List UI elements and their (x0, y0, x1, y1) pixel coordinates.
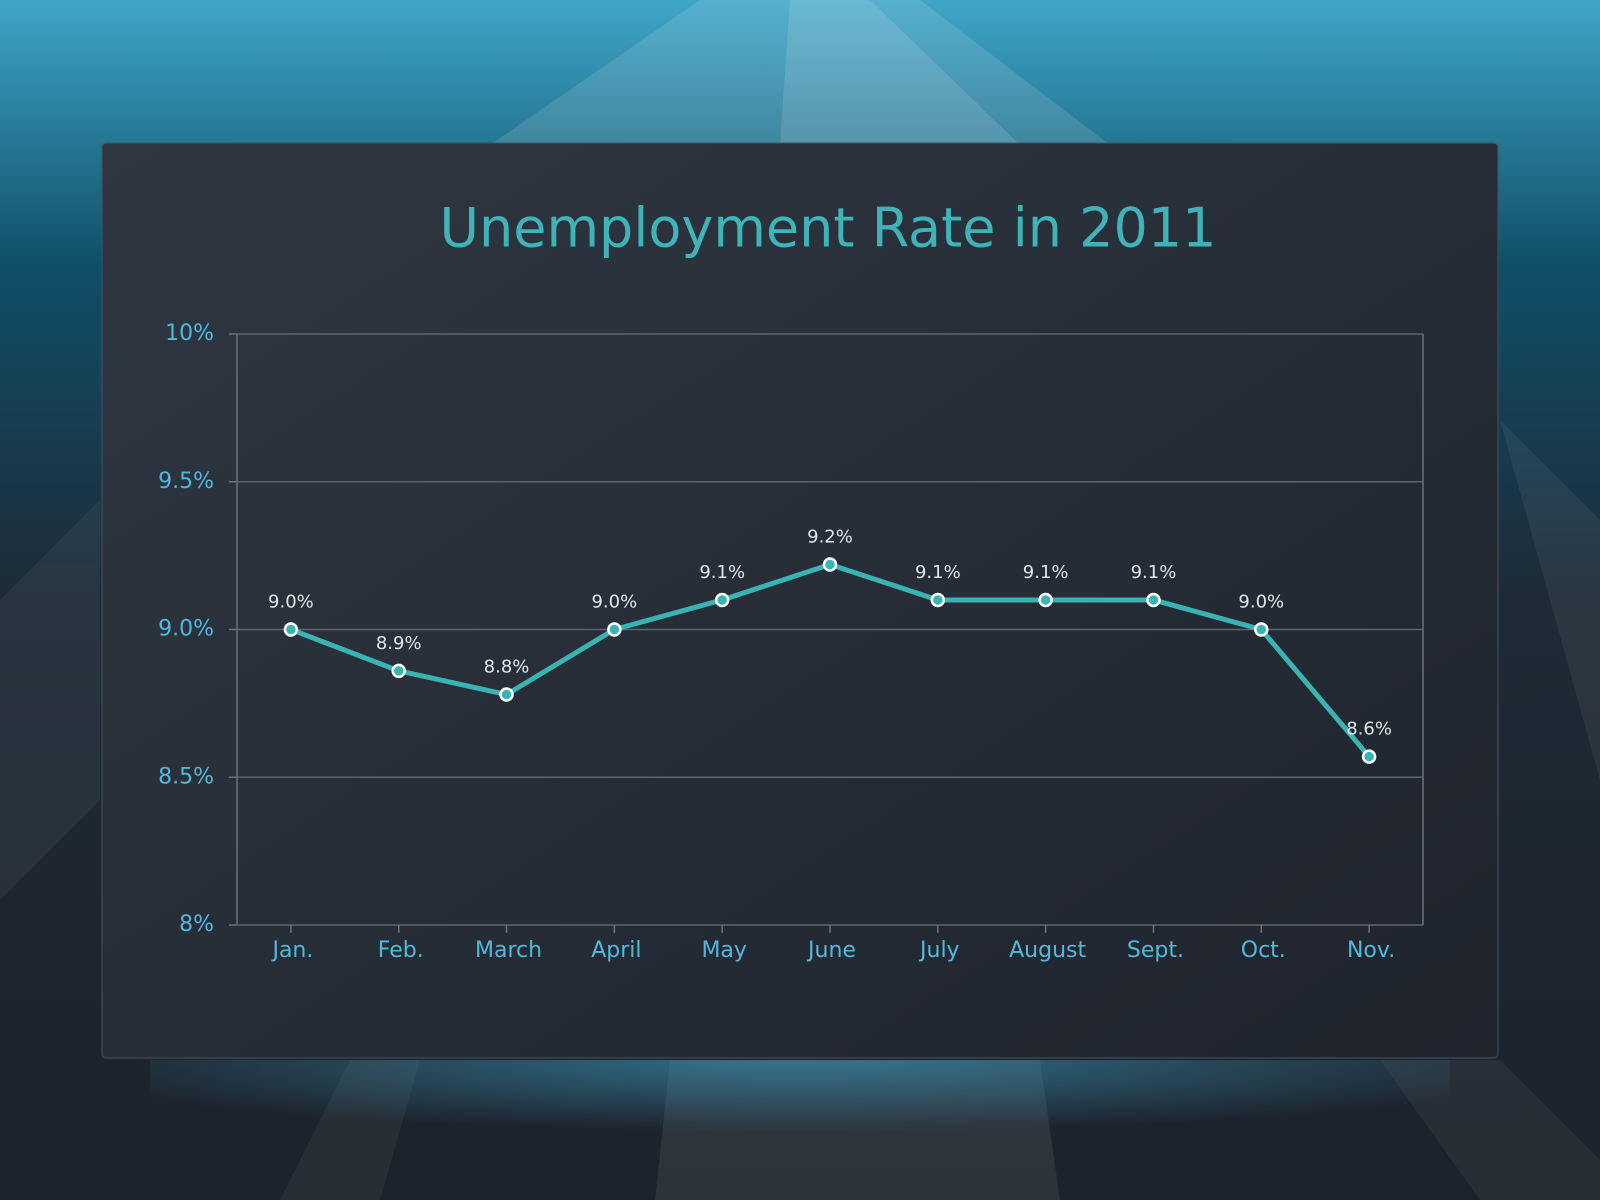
data-point (930, 592, 946, 608)
x-tick-label: Feb. (378, 938, 424, 963)
data-label: 8.9% (376, 633, 422, 654)
data-point (714, 592, 730, 608)
x-tick-label: July (918, 938, 960, 963)
panel-glow (150, 1060, 1450, 1180)
y-tick-label: 9.5% (158, 469, 214, 494)
data-label: 8.8% (484, 657, 530, 678)
chart-panel (101, 142, 1499, 1059)
data-point (499, 687, 514, 702)
y-tick-label: 10% (165, 321, 214, 346)
data-point (1361, 749, 1377, 764)
y-tick-label: 8.5% (158, 764, 214, 789)
data-label: 9.0% (591, 592, 637, 613)
x-tick-label: Nov. (1347, 938, 1395, 963)
x-tick-label: Sept. (1127, 938, 1184, 963)
x-tick-label: August (1009, 938, 1086, 963)
data-point (283, 622, 299, 637)
data-label: 9.1% (915, 562, 961, 583)
x-tick-label: May (701, 938, 746, 963)
x-tick-label: April (591, 938, 641, 963)
x-tick-label: Jan. (270, 938, 313, 963)
y-tick-label: 8% (179, 912, 214, 937)
x-tick-label: June (806, 938, 856, 963)
x-tick-label: Oct. (1241, 938, 1286, 963)
data-label: 9.1% (699, 562, 745, 583)
data-label: 9.1% (1131, 562, 1177, 583)
data-label: 8.6% (1346, 719, 1392, 740)
plot-area: 8% 8.5% 9.0% 9.5% 10% Jan. Feb. March April May Ju… (158, 321, 1424, 963)
data-label: 9.2% (807, 526, 853, 547)
data-point (391, 663, 406, 679)
y-tick-label: 9.0% (158, 617, 214, 642)
chart-title: Unemployment Rate in 2011 (439, 197, 1216, 260)
data-label: 9.0% (1238, 592, 1284, 613)
data-point (822, 557, 838, 572)
data-label: 9.0% (268, 592, 314, 613)
data-label: 9.1% (1023, 562, 1069, 583)
data-point (607, 622, 622, 637)
data-point (1146, 592, 1161, 608)
data-point (1038, 592, 1053, 608)
x-tick-label: March (475, 938, 542, 963)
data-point (1254, 622, 1269, 637)
